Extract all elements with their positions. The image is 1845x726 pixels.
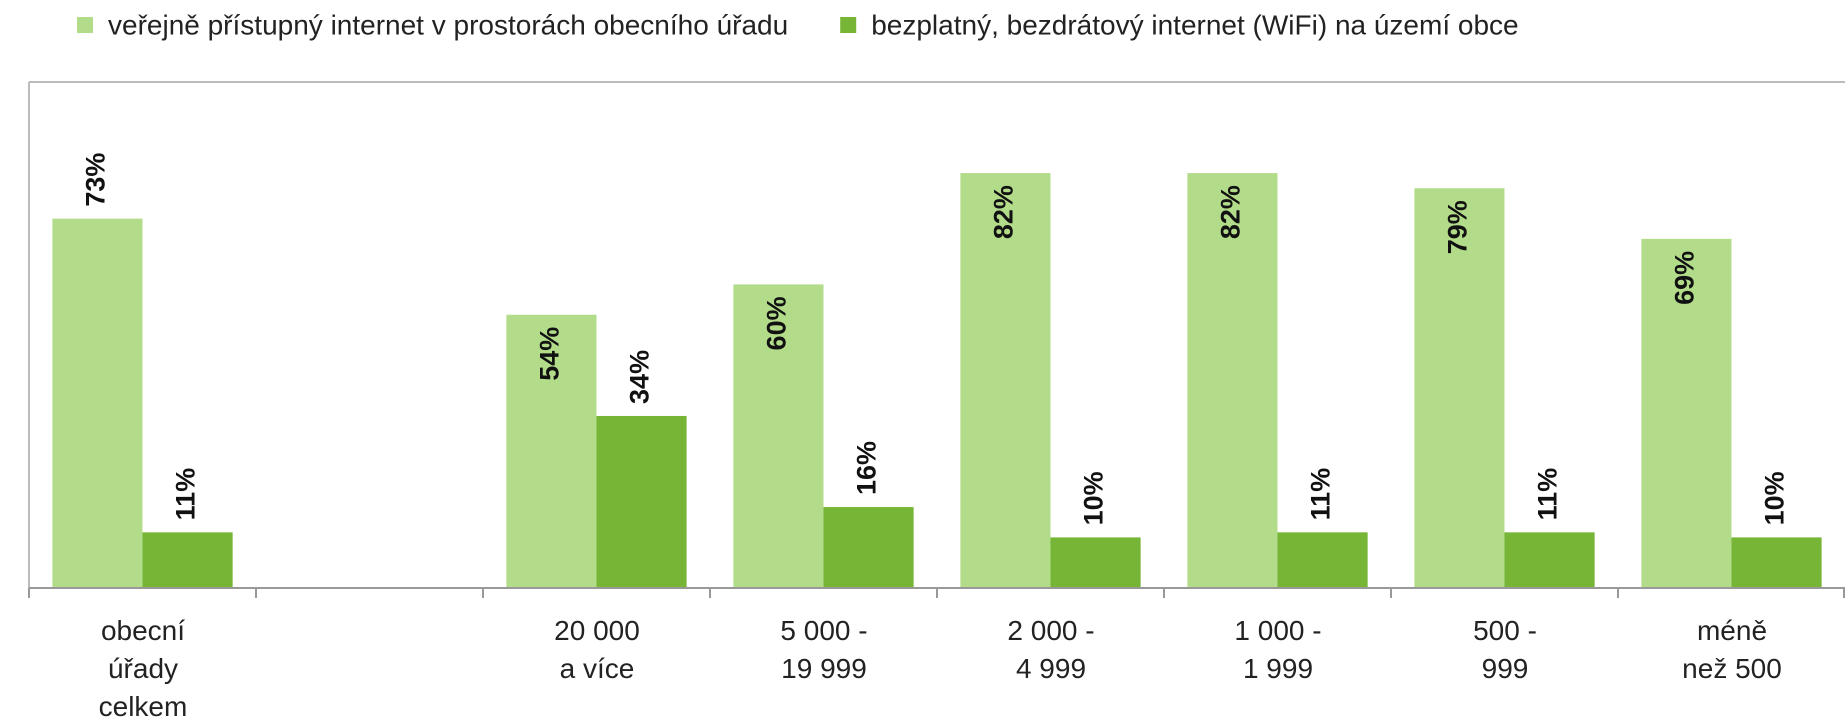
x-tick-label: 5 000 - 19 999 (780, 615, 868, 684)
data-label: 60% (762, 296, 792, 350)
x-tick-label: 2 000 - 4 999 (1007, 615, 1095, 684)
bar (506, 314, 597, 588)
data-label: 11% (171, 468, 201, 521)
data-label: 10% (1079, 471, 1109, 525)
legend-label: bezplatný, bezdrátový internet (WiFi) na… (871, 9, 1518, 40)
bar (1641, 238, 1732, 589)
data-label: 10% (1760, 471, 1790, 525)
bar (1050, 537, 1141, 588)
data-label: 73% (81, 153, 111, 207)
data-label: 82% (1216, 185, 1246, 239)
data-label: 79% (1443, 200, 1473, 254)
data-label: 69% (1670, 251, 1700, 305)
bar (960, 173, 1051, 588)
x-tick-label: 500 - 999 (1473, 615, 1537, 684)
x-tick-label: méně než 500 (1682, 615, 1782, 684)
bar (1504, 532, 1595, 588)
legend-swatch (77, 17, 93, 33)
data-label: 82% (989, 185, 1019, 239)
x-tick-label: obecní úřady celkem (98, 615, 188, 722)
bar (733, 284, 824, 588)
bar (1187, 173, 1278, 588)
x-tick-label: 1 000 - 1 999 (1234, 615, 1322, 684)
data-label: 11% (1306, 468, 1336, 521)
bar (596, 415, 687, 588)
bar (142, 532, 233, 588)
legend-label: veřejně přístupný internet v prostorách … (108, 9, 788, 40)
bar (1414, 188, 1505, 588)
bar (1277, 532, 1368, 588)
data-label: 34% (625, 350, 655, 404)
legend-swatch (840, 17, 857, 33)
bar (823, 507, 914, 588)
data-label: 11% (1533, 468, 1563, 521)
data-label: 54% (535, 327, 565, 381)
x-tick-label: 20 000 a více (554, 615, 640, 684)
data-label: 16% (852, 441, 882, 495)
bar (1731, 537, 1822, 588)
bar (52, 218, 143, 588)
